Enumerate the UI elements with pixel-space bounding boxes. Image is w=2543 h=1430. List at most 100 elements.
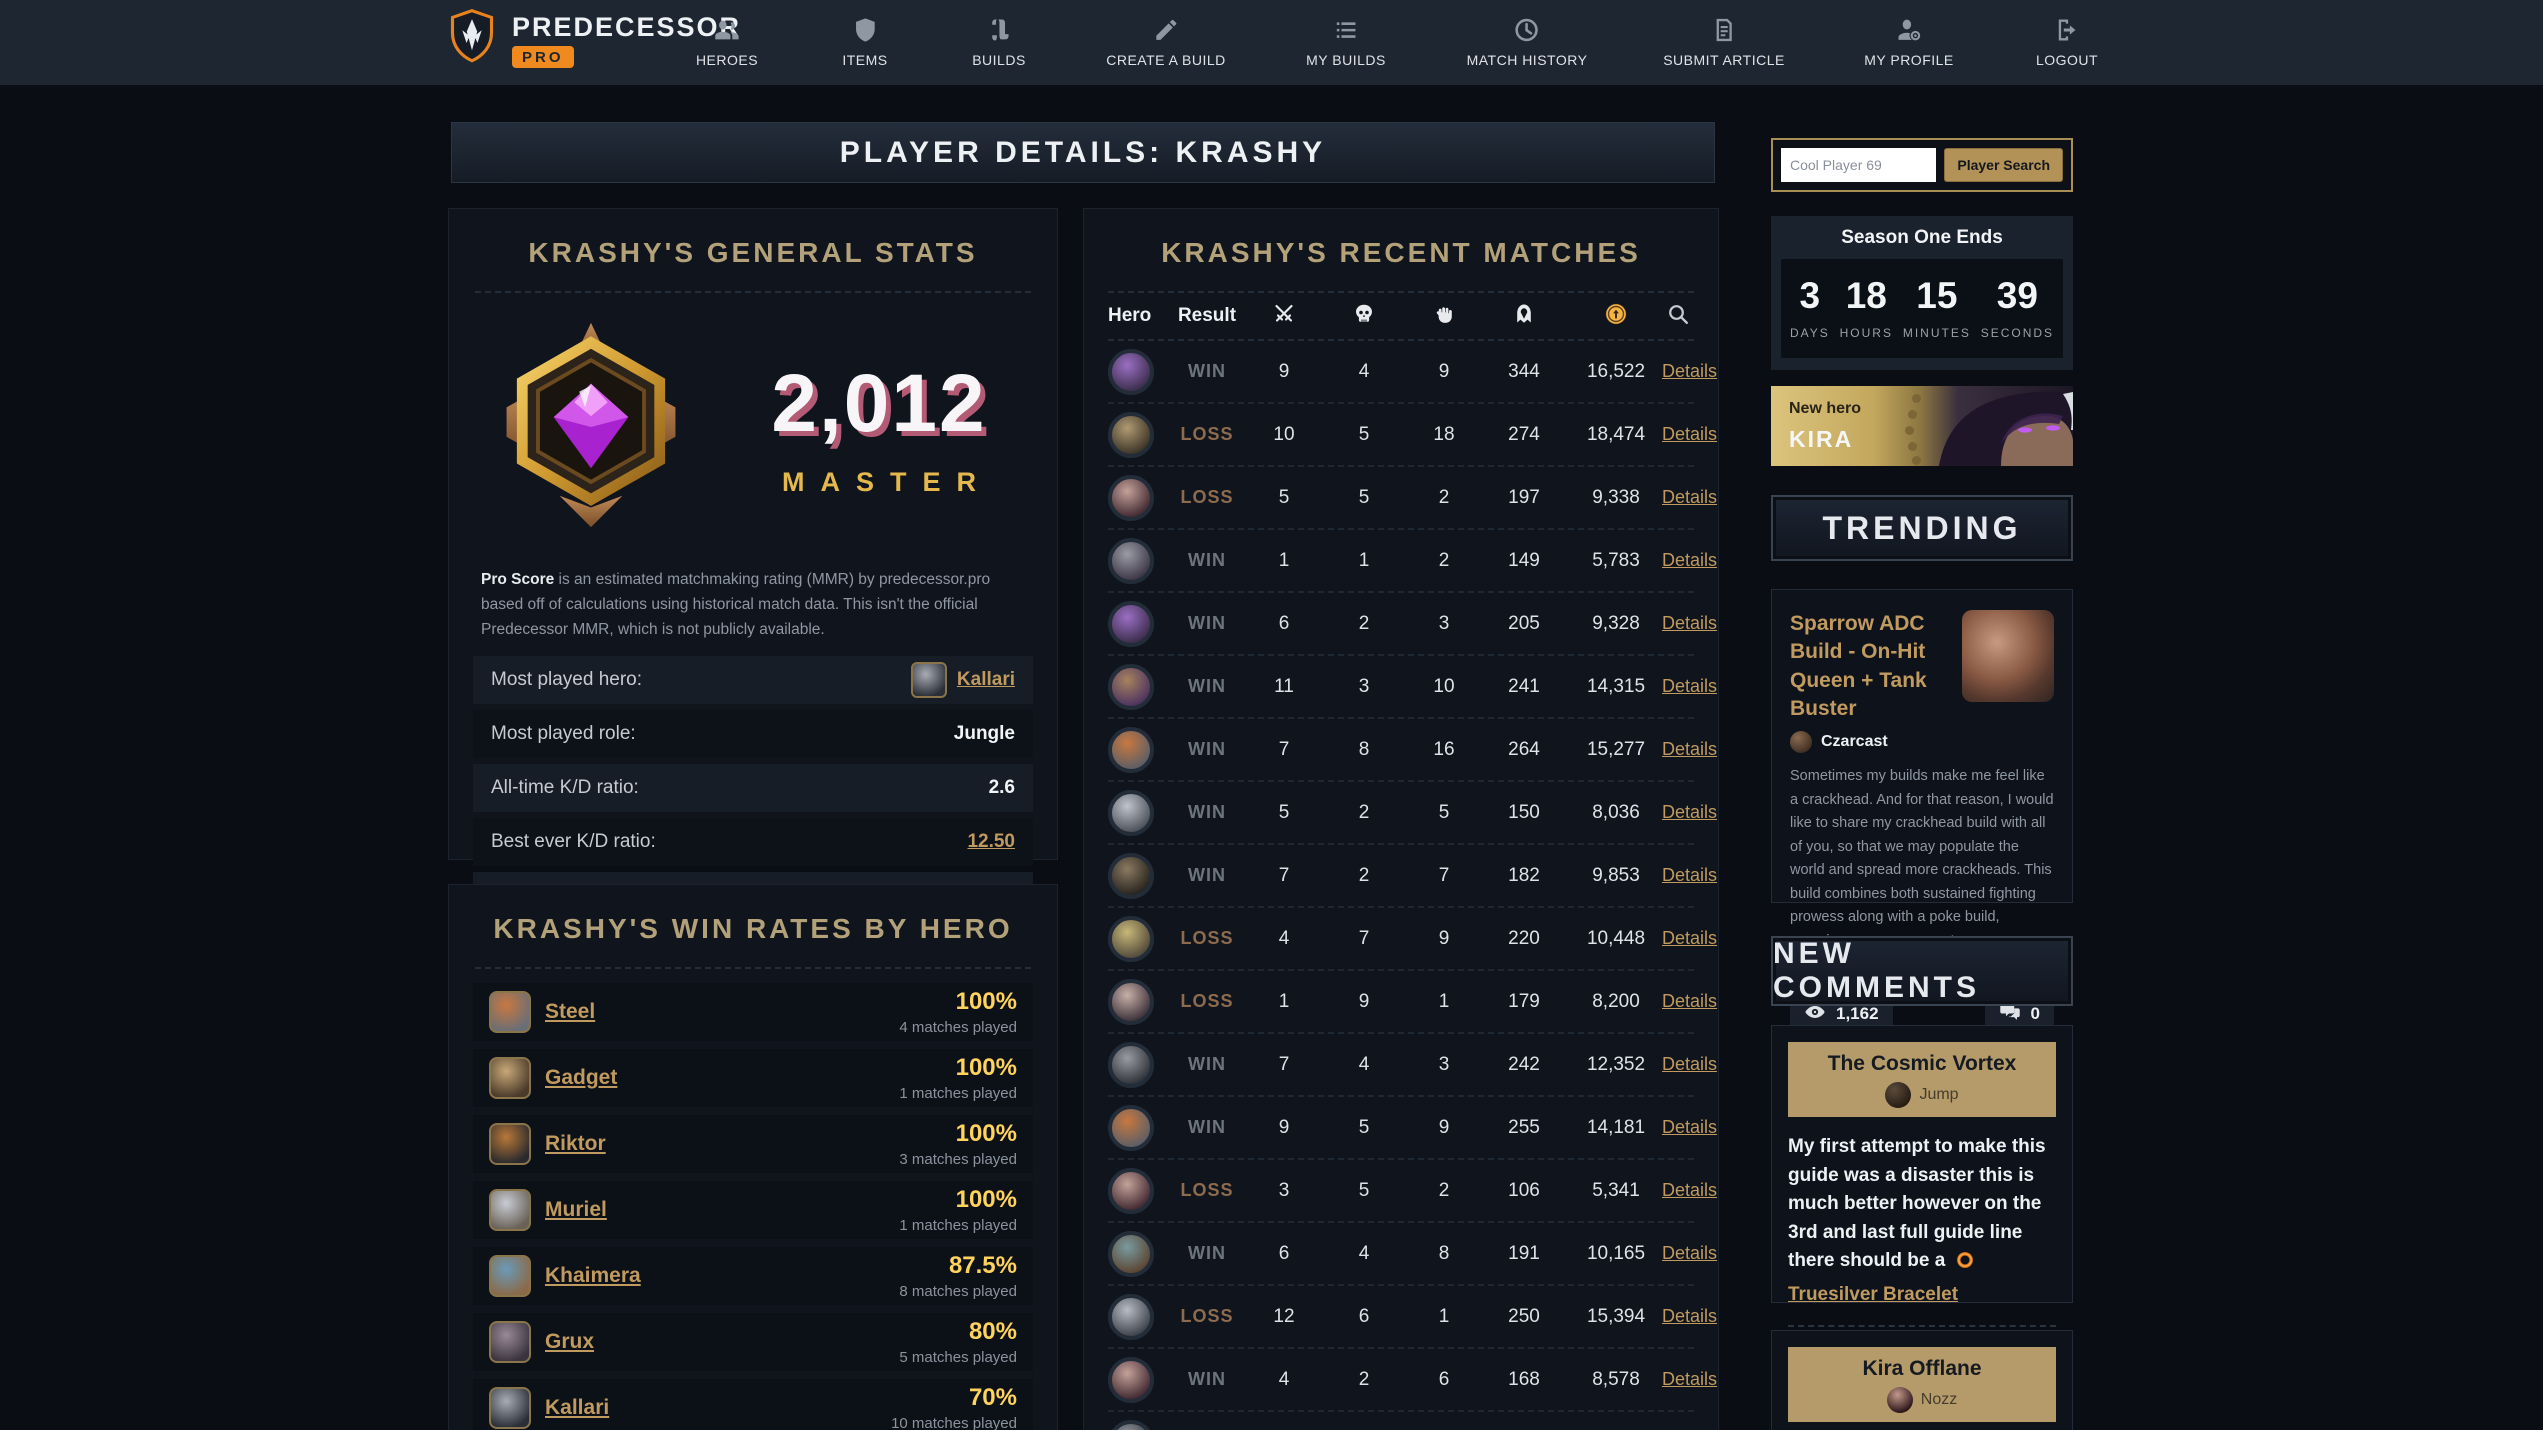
match-table-header: Hero Result	[1108, 291, 1694, 341]
match-details-link[interactable]: Details	[1662, 1180, 1718, 1200]
win-rate-row: Kallari 70% 10 matches played	[473, 1379, 1033, 1430]
stat-value: Jungle	[953, 723, 1015, 745]
win-rate-row: Riktor 100% 3 matches played	[473, 1115, 1033, 1173]
match-details-link[interactable]: Details	[1662, 550, 1718, 570]
match-cs: 106	[1508, 1179, 1540, 1201]
hero-link[interactable]: Khaimera	[545, 1264, 641, 1287]
match-assists: 5	[1438, 801, 1450, 823]
general-stats-panel: KRASHY'S GENERAL STATS	[448, 208, 1058, 921]
match-details-link[interactable]: Details	[1662, 928, 1718, 948]
stat-row: Most played hero: Kallari	[473, 656, 1033, 705]
trending-article-title[interactable]: Sparrow ADC Build - On-Hit Queen + Tank …	[1790, 612, 1927, 721]
match-details-link[interactable]: Details	[1662, 424, 1718, 444]
match-details-link[interactable]: Details	[1662, 739, 1718, 759]
most-played-hero-link[interactable]: Kallari	[956, 669, 1015, 691]
match-gold: 12,352	[1586, 1053, 1646, 1075]
hero-portrait-icon	[489, 1321, 531, 1363]
divider	[475, 291, 1031, 293]
countdown-unit: 39 SECONDS	[1981, 275, 2054, 340]
matches-played: 1 matches played	[899, 1217, 1017, 1234]
countdown-value: 18	[1845, 275, 1887, 316]
match-details-link[interactable]: Details	[1662, 1054, 1718, 1074]
nav-item-logout[interactable]: LOGOUT	[2036, 15, 2098, 68]
page-title: PLAYER DETAILS: KRASHY	[839, 135, 1327, 169]
nav-item-submit-article[interactable]: SUBMIT ARTICLE	[1663, 15, 1785, 68]
brand-logo[interactable]: PREDECESSOR PRO	[446, 8, 741, 73]
general-stat-rows: Most played hero: Kallari Most played role…	[473, 656, 1033, 921]
match-assists: 3	[1438, 612, 1450, 634]
nav-item-my-profile[interactable]: MY PROFILE	[1864, 15, 1954, 68]
match-details-link[interactable]: Details	[1662, 613, 1718, 633]
hero-link[interactable]: Gadget	[545, 1066, 618, 1089]
kills-icon	[1250, 302, 1318, 331]
new-hero-name: KIRA	[1789, 426, 1854, 452]
match-result: WIN	[1188, 865, 1226, 885]
match-kills: 7	[1278, 738, 1290, 760]
match-result: LOSS	[1180, 991, 1234, 1011]
comment-build-header[interactable]: The Cosmic Vortex Jump	[1788, 1042, 2056, 1117]
hero-portrait-icon	[489, 1255, 531, 1297]
match-kills: 1	[1278, 990, 1290, 1012]
hero-portrait	[1108, 789, 1154, 836]
match-details-link[interactable]: Details	[1662, 1117, 1718, 1137]
match-details-link[interactable]: Details	[1662, 991, 1718, 1011]
match-details-link[interactable]: Details	[1662, 1243, 1718, 1263]
nav-item-my-builds[interactable]: MY BUILDS	[1306, 15, 1386, 68]
nav-item-match-history[interactable]: MATCH HISTORY	[1467, 15, 1588, 68]
nav-item-heroes[interactable]: HEROES	[696, 15, 758, 68]
kallari-portrait-icon	[910, 662, 947, 699]
match-details-link[interactable]: Details	[1662, 487, 1718, 507]
match-row: WIN 4 2 6 168 8,578 Details	[1108, 1349, 1717, 1412]
logout-icon	[2053, 15, 2081, 45]
win-rate-row: Steel 100% 4 matches played	[473, 983, 1033, 1041]
nav-item-label: MY PROFILE	[1864, 52, 1954, 68]
match-details-link[interactable]: Details	[1662, 361, 1718, 381]
match-kills: 9	[1278, 360, 1290, 382]
match-deaths: 5	[1358, 1116, 1370, 1138]
match-assists: 9	[1438, 1116, 1450, 1138]
player-search-input[interactable]	[1781, 148, 1937, 182]
recent-matches-panel: KRASHY'S RECENT MATCHES Hero Result WIN 9 4…	[1083, 208, 1719, 1430]
match-history-icon	[1513, 15, 1541, 45]
stat-label: Most played role:	[491, 723, 636, 745]
best-kd-match-link[interactable]: 12.50	[967, 831, 1015, 853]
win-rate-value: 80%	[968, 1318, 1017, 1345]
general-stats-title: KRASHY'S GENERAL STATS	[528, 237, 978, 268]
match-result: WIN	[1188, 802, 1226, 822]
comment-card: The Cosmic Vortex Jump My first attempt …	[1771, 1025, 2073, 1366]
truesilver-bracelet-link[interactable]: Truesilver Bracelet	[1788, 1283, 1959, 1305]
match-details-link[interactable]: Details	[1662, 1306, 1718, 1326]
hero-link[interactable]: Muriel	[545, 1198, 607, 1221]
match-details-link[interactable]: Details	[1662, 1369, 1718, 1389]
match-details-link[interactable]: Details	[1662, 802, 1718, 822]
comment-build-header[interactable]: Kira Offlane Nozz	[1788, 1347, 2056, 1422]
matches-played: 8 matches played	[899, 1283, 1017, 1300]
hero-link[interactable]: Grux	[545, 1330, 595, 1353]
nav-item-builds[interactable]: BUILDS	[972, 15, 1026, 68]
truesilver-bracelet-icon	[1953, 1252, 1977, 1276]
countdown-label: HOURS	[1839, 326, 1893, 340]
hero-portrait	[1108, 726, 1154, 773]
hero-portrait-icon	[489, 1387, 531, 1429]
hero-link[interactable]: Steel	[545, 1000, 596, 1023]
player-search-button[interactable]: Player Search	[1944, 148, 2063, 182]
nav-item-create-a-build[interactable]: CREATE A BUILD	[1106, 15, 1226, 68]
hero-link[interactable]: Riktor	[545, 1132, 606, 1155]
match-gold: 15,394	[1586, 1305, 1646, 1327]
match-details-link[interactable]: Details	[1662, 865, 1718, 885]
match-gold: 10,165	[1586, 1242, 1646, 1264]
match-kills: 6	[1278, 1242, 1290, 1264]
match-result: LOSS	[1180, 487, 1234, 507]
hero-link[interactable]: Kallari	[545, 1396, 610, 1419]
views-count: 1,162	[1836, 1004, 1879, 1024]
comments-count: 0	[2030, 1004, 2040, 1024]
nav-item-items[interactable]: ITEMS	[842, 15, 887, 68]
match-details-link[interactable]: Details	[1662, 676, 1718, 696]
match-deaths: 8	[1358, 738, 1370, 760]
match-gold: 15,277	[1586, 738, 1646, 760]
match-row: LOSS 5 5 2 197 9,338 Details	[1108, 467, 1717, 530]
match-gold: 5,783	[1592, 549, 1640, 571]
new-hero-banner[interactable]: New hero KIRA	[1771, 386, 2073, 466]
stat-label: Best ever K/D ratio:	[491, 831, 656, 853]
match-assists: 6	[1438, 1368, 1450, 1390]
